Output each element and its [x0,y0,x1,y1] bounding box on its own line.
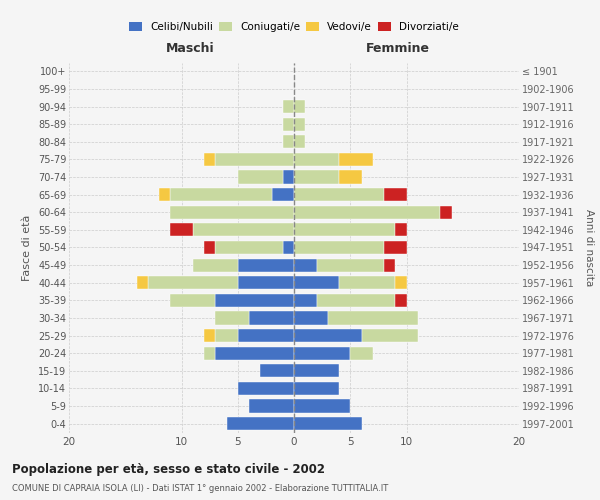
Bar [384,241,407,254]
Y-axis label: Anni di nascita: Anni di nascita [584,209,594,286]
Bar [238,258,294,272]
Bar [294,276,339,289]
Bar [294,206,440,219]
Bar [317,258,384,272]
Bar [193,258,238,272]
Bar [204,153,215,166]
Bar [238,382,294,395]
Bar [170,206,294,219]
Bar [260,364,294,378]
Y-axis label: Fasce di età: Fasce di età [22,214,32,280]
Bar [294,400,350,412]
Bar [440,206,452,219]
Bar [283,241,294,254]
Bar [339,170,361,183]
Bar [294,241,384,254]
Bar [170,294,215,307]
Bar [294,188,384,201]
Bar [238,170,283,183]
Bar [159,188,170,201]
Bar [283,170,294,183]
Bar [339,153,373,166]
Bar [249,400,294,412]
Bar [294,118,305,131]
Bar [294,153,339,166]
Bar [294,224,395,236]
Bar [294,258,317,272]
Bar [215,312,249,324]
Bar [137,276,148,289]
Bar [294,364,339,378]
Text: Popolazione per età, sesso e stato civile - 2002: Popolazione per età, sesso e stato civil… [12,462,325,475]
Bar [317,294,395,307]
Bar [294,329,361,342]
Bar [294,135,305,148]
Bar [294,346,350,360]
Bar [283,100,294,113]
Bar [227,417,294,430]
Bar [215,329,238,342]
Bar [148,276,238,289]
Bar [339,276,395,289]
Bar [384,188,407,201]
Bar [328,312,418,324]
Bar [294,312,328,324]
Bar [395,224,407,236]
Bar [395,294,407,307]
Bar [204,329,215,342]
Legend: Celibi/Nubili, Coniugati/e, Vedovi/e, Divorziati/e: Celibi/Nubili, Coniugati/e, Vedovi/e, Di… [127,20,461,34]
Bar [215,294,294,307]
Bar [294,294,317,307]
Bar [215,153,294,166]
Bar [170,188,271,201]
Bar [294,170,339,183]
Bar [283,118,294,131]
Text: Maschi: Maschi [166,42,215,55]
Bar [193,224,294,236]
Bar [204,241,215,254]
Text: Femmine: Femmine [365,42,430,55]
Bar [271,188,294,201]
Bar [283,135,294,148]
Bar [215,241,283,254]
Bar [204,346,215,360]
Bar [238,276,294,289]
Bar [294,382,339,395]
Bar [238,329,294,342]
Bar [384,258,395,272]
Bar [294,417,361,430]
Bar [294,100,305,113]
Bar [215,346,294,360]
Bar [395,276,407,289]
Text: COMUNE DI CAPRAIA ISOLA (LI) - Dati ISTAT 1° gennaio 2002 - Elaborazione TUTTITA: COMUNE DI CAPRAIA ISOLA (LI) - Dati ISTA… [12,484,388,493]
Bar [361,329,418,342]
Bar [249,312,294,324]
Bar [350,346,373,360]
Bar [170,224,193,236]
